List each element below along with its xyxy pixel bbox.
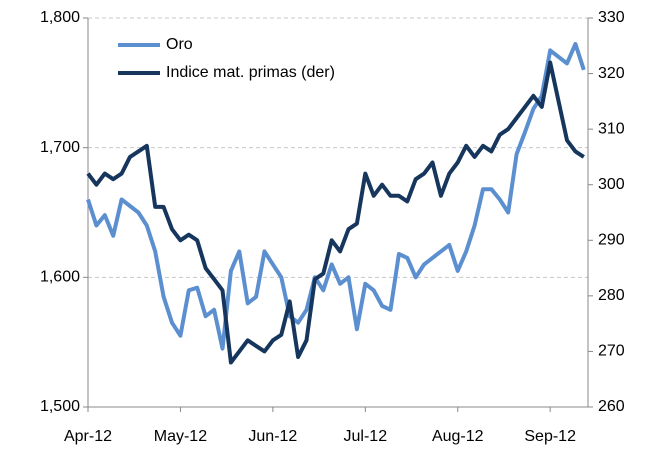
y2-tick-label: 330 (598, 9, 625, 26)
x-tick-label: Jul-12 (344, 428, 388, 445)
x-tick-label: Aug-12 (432, 428, 484, 445)
y-tick-label: 1,600 (40, 269, 80, 286)
y-tick-label: 1,500 (40, 398, 80, 415)
x-tick-label: May-12 (154, 428, 207, 445)
y2-tick-label: 310 (598, 120, 625, 137)
x-tick-label: Apr-12 (64, 428, 112, 445)
y2-tick-label: 260 (598, 398, 625, 415)
y2-tick-label: 290 (598, 232, 625, 249)
x-tick-label: Sep-12 (524, 428, 576, 445)
x-tick-label: Jun-12 (248, 428, 297, 445)
y2-tick-label: 280 (598, 287, 625, 304)
y-tick-label: 1,800 (40, 9, 80, 26)
line-series (86, 41, 586, 351)
y2-tick-label: 320 (598, 65, 625, 82)
legend-label: Indice mat. primas (der) (166, 64, 335, 81)
y2-tick-label: 270 (598, 343, 625, 360)
y2-tick-label: 300 (598, 176, 625, 193)
line-series (86, 60, 585, 365)
y-tick-label: 1,700 (40, 139, 80, 156)
legend-label: Oro (166, 36, 193, 53)
